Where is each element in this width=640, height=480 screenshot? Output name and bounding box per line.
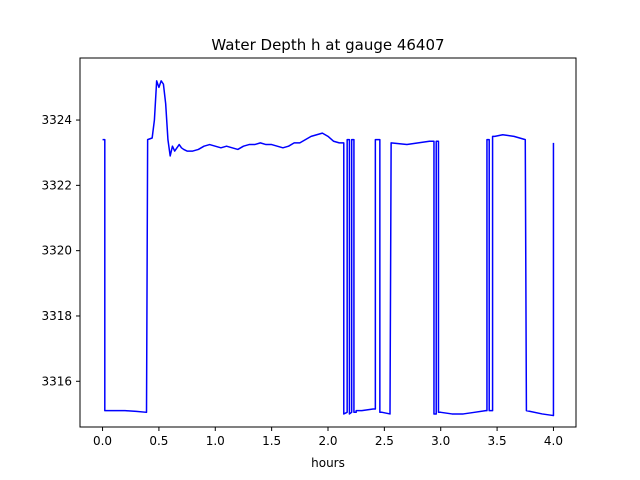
y-axis: 3316 3318 3320 3322 3324 xyxy=(41,113,80,388)
x-tick-label: 2.0 xyxy=(318,434,337,448)
y-tick-label: 3322 xyxy=(41,178,72,192)
x-tick-label: 1.5 xyxy=(262,434,281,448)
x-tick-label: 1.0 xyxy=(206,434,225,448)
x-tick-label: 3.0 xyxy=(431,434,450,448)
x-axis-label: hours xyxy=(311,456,345,470)
x-axis: 0.0 0.5 1.0 1.5 2.0 2.5 3.0 3.5 4.0 xyxy=(93,427,563,448)
x-tick-label: 0.0 xyxy=(93,434,112,448)
series-line xyxy=(102,80,555,417)
y-tick-label: 3320 xyxy=(41,244,72,258)
plot-background xyxy=(80,58,576,427)
y-tick-label: 3318 xyxy=(41,309,72,323)
x-tick-label: 3.5 xyxy=(488,434,507,448)
x-tick-label: 2.5 xyxy=(375,434,394,448)
x-tick-label: 4.0 xyxy=(544,434,563,448)
chart-title: Water Depth h at gauge 46407 xyxy=(211,36,444,54)
y-tick-label: 3324 xyxy=(41,113,72,127)
plot-area xyxy=(79,57,577,428)
x-tick-label: 0.5 xyxy=(149,434,168,448)
y-tick-label: 3316 xyxy=(41,374,72,388)
